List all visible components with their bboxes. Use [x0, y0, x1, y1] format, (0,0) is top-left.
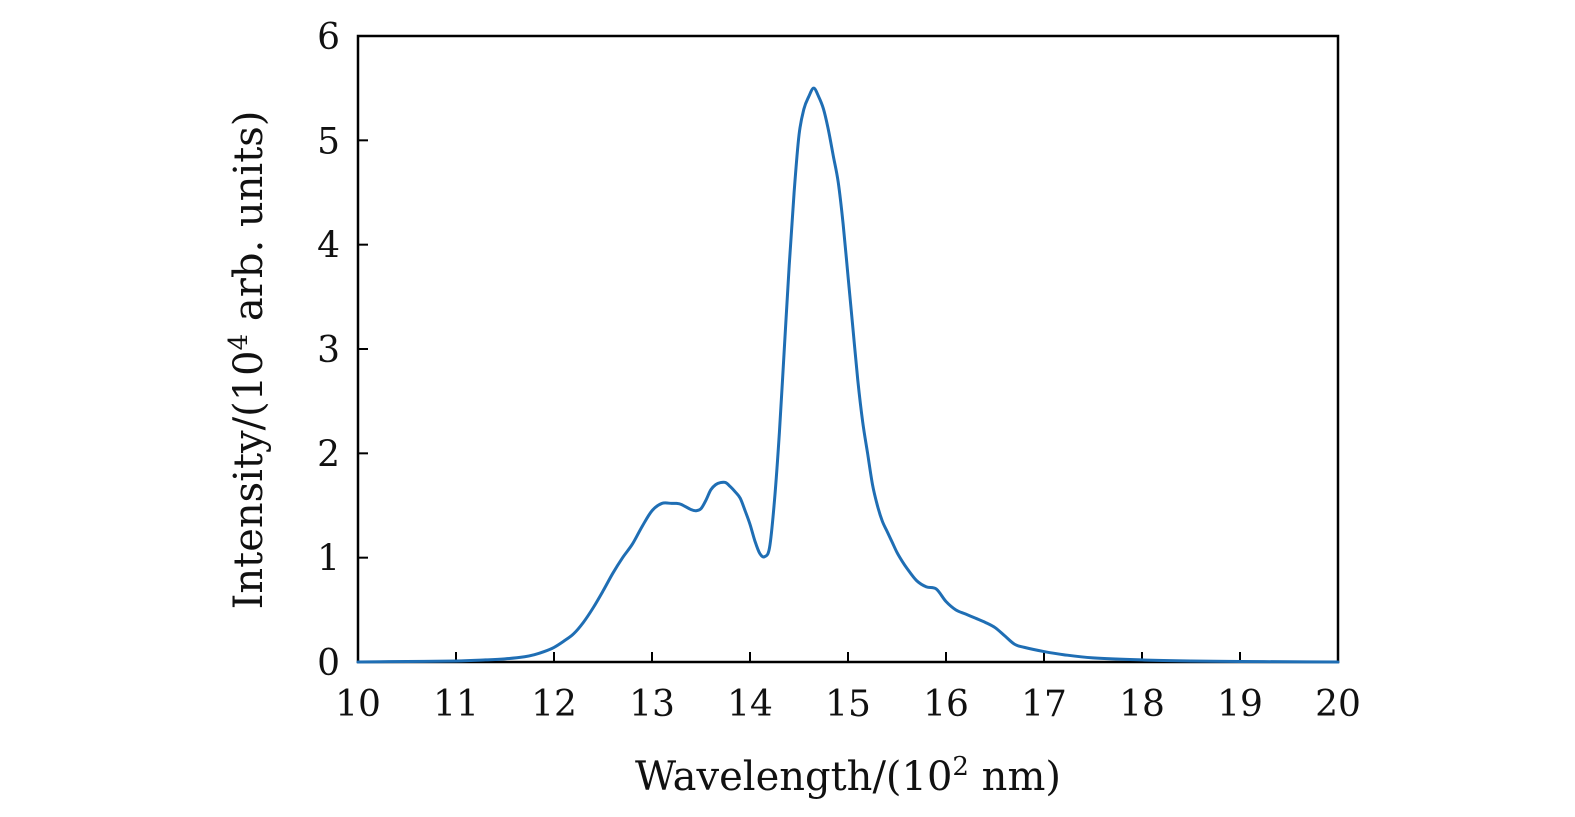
x-tick-label: 18: [1119, 684, 1165, 725]
x-tick-label: 14: [727, 684, 773, 725]
x-tick-label: 13: [629, 684, 675, 725]
x-tick-label: 19: [1217, 684, 1263, 725]
y-tick-label: 0: [317, 643, 340, 684]
x-tick-label: 15: [825, 684, 871, 725]
x-tick-label: 20: [1315, 684, 1361, 725]
y-tick-label: 3: [317, 330, 340, 371]
y-tick-label: 5: [317, 121, 340, 162]
plot-frame: [356, 34, 1340, 664]
y-axis: 0 1 2 3 4 5 6: [317, 17, 368, 684]
x-tick-label: 10: [335, 684, 381, 725]
y-axis-title: Intensity/(104 arb. units): [224, 111, 272, 610]
y-tick-label: 4: [317, 226, 340, 267]
y-tick-label: 2: [317, 434, 340, 475]
series-line-spectrum: [356, 86, 1340, 664]
x-axis: 10 11 12 13 14 15 16 17 18 19 20: [335, 652, 1361, 725]
x-tick-label: 11: [433, 684, 479, 725]
y-tick-label: 1: [317, 539, 340, 580]
x-tick-label: 17: [1021, 684, 1067, 725]
y-tick-label: 6: [317, 17, 340, 58]
x-axis-title: Wavelength/(102 nm): [635, 752, 1061, 800]
x-tick-label: 12: [531, 684, 577, 725]
x-tick-label: 16: [923, 684, 969, 725]
